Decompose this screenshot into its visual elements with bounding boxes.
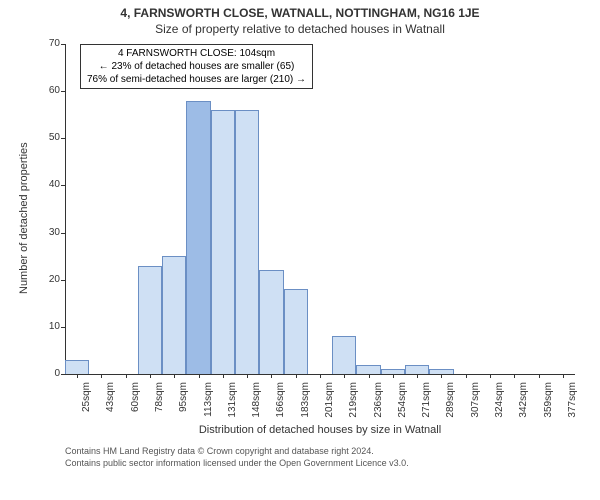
y-tick-label: 0 [35, 368, 60, 379]
x-tick-mark [344, 374, 345, 378]
x-tick-label: 25sqm [81, 382, 92, 422]
y-tick-mark [61, 374, 65, 375]
x-tick-mark [369, 374, 370, 378]
x-axis-label: Distribution of detached houses by size … [65, 424, 575, 436]
x-tick-mark [296, 374, 297, 378]
x-tick-mark [539, 374, 540, 378]
histogram-bar [284, 289, 308, 374]
histogram-bar [65, 360, 89, 374]
histogram-bar [211, 110, 235, 374]
info-line-1: 4 FARNSWORTH CLOSE: 104sqm [87, 47, 306, 60]
y-tick-mark [61, 233, 65, 234]
x-tick-label: 43sqm [105, 382, 116, 422]
x-tick-mark [223, 374, 224, 378]
x-tick-label: 95sqm [178, 382, 189, 422]
y-axis-line [65, 44, 66, 374]
x-tick-mark [563, 374, 564, 378]
y-tick-mark [61, 44, 65, 45]
x-tick-mark [514, 374, 515, 378]
x-tick-label: 236sqm [373, 382, 384, 422]
x-tick-mark [101, 374, 102, 378]
y-tick-label: 40 [35, 179, 60, 190]
y-tick-label: 60 [35, 85, 60, 96]
x-tick-mark [320, 374, 321, 378]
y-tick-mark [61, 91, 65, 92]
x-tick-label: 271sqm [421, 382, 432, 422]
x-tick-mark [417, 374, 418, 378]
info-line-2: ← 23% of detached houses are smaller (65… [87, 60, 306, 73]
footer-line-2: Contains public sector information licen… [65, 458, 409, 470]
chart-plot-area: 01020304050607025sqm43sqm60sqm78sqm95sqm… [65, 44, 575, 374]
x-tick-label: 166sqm [275, 382, 286, 422]
x-tick-label: 324sqm [494, 382, 505, 422]
y-tick-label: 70 [35, 38, 60, 49]
y-tick-mark [61, 138, 65, 139]
x-tick-label: 289sqm [445, 382, 456, 422]
x-tick-mark [247, 374, 248, 378]
x-tick-label: 183sqm [300, 382, 311, 422]
histogram-bar [138, 266, 162, 374]
histogram-bar [186, 101, 210, 374]
y-tick-label: 10 [35, 321, 60, 332]
y-tick-label: 30 [35, 227, 60, 238]
y-tick-mark [61, 280, 65, 281]
y-tick-label: 20 [35, 274, 60, 285]
page-title: 4, FARNSWORTH CLOSE, WATNALL, NOTTINGHAM… [0, 0, 600, 20]
x-tick-mark [126, 374, 127, 378]
x-tick-mark [466, 374, 467, 378]
x-tick-label: 148sqm [251, 382, 262, 422]
y-axis-label: Number of detached properties [18, 142, 30, 294]
histogram-bar [356, 365, 380, 374]
x-tick-mark [393, 374, 394, 378]
x-tick-mark [441, 374, 442, 378]
info-box: 4 FARNSWORTH CLOSE: 104sqm ← 23% of deta… [80, 44, 313, 89]
x-tick-mark [199, 374, 200, 378]
footer-line-1: Contains HM Land Registry data © Crown c… [65, 446, 409, 458]
x-tick-label: 201sqm [324, 382, 335, 422]
footer-attribution: Contains HM Land Registry data © Crown c… [65, 446, 409, 469]
x-tick-label: 342sqm [518, 382, 529, 422]
histogram-bar [162, 256, 186, 374]
y-tick-label: 50 [35, 132, 60, 143]
x-tick-label: 60sqm [130, 382, 141, 422]
histogram-bar [259, 270, 283, 374]
info-line-3: 76% of semi-detached houses are larger (… [87, 73, 306, 86]
y-tick-mark [61, 327, 65, 328]
page-subtitle: Size of property relative to detached ho… [0, 20, 600, 40]
histogram-bar [235, 110, 259, 374]
x-tick-mark [174, 374, 175, 378]
y-tick-mark [61, 185, 65, 186]
histogram-bar [405, 365, 429, 374]
x-tick-mark [271, 374, 272, 378]
x-tick-label: 78sqm [154, 382, 165, 422]
x-tick-label: 113sqm [203, 382, 214, 422]
x-tick-label: 377sqm [567, 382, 578, 422]
x-tick-mark [490, 374, 491, 378]
x-tick-label: 131sqm [227, 382, 238, 422]
x-tick-mark [150, 374, 151, 378]
x-tick-label: 219sqm [348, 382, 359, 422]
x-tick-label: 359sqm [543, 382, 554, 422]
x-tick-mark [77, 374, 78, 378]
x-tick-label: 307sqm [470, 382, 481, 422]
x-tick-label: 254sqm [397, 382, 408, 422]
histogram-bar [332, 336, 356, 374]
